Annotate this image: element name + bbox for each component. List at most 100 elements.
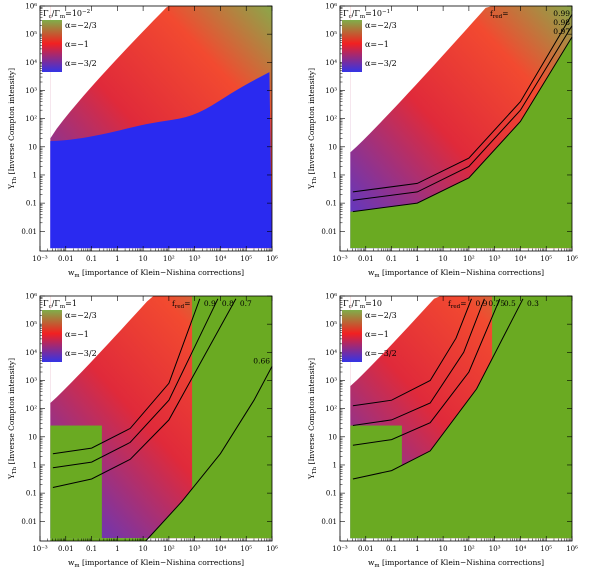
x-tick-label: 10 <box>439 545 448 553</box>
y-tick-label: 0.01 <box>21 518 37 526</box>
y-tick-label: 10 <box>28 143 37 151</box>
y-tick-label: 10² <box>25 405 37 413</box>
x-tick-label: 0.1 <box>386 545 397 553</box>
x-tick-label: 10⁴ <box>515 545 527 553</box>
x-tick-label: 10⁴ <box>515 255 527 263</box>
panel-top-right: 10⁻³ 0.01 0.1 1 10 10² 10³ 10⁴ 10⁵ 10⁶ 0.01 0.1 1 10 1… <box>307 3 578 280</box>
x-tick-label: 0.01 <box>358 255 374 263</box>
fred-contour-0.9 <box>52 298 201 455</box>
y-tick-label: 0.01 <box>321 228 337 236</box>
y-tick-label: 10⁵ <box>25 31 37 39</box>
y-tick-label: 10⁵ <box>325 31 337 39</box>
y-tick-label: 10³ <box>25 87 37 95</box>
y-tick-label: 10⁶ <box>325 293 337 301</box>
legend-colorbar <box>42 20 62 72</box>
y-tick-label: 0.1 <box>26 200 37 208</box>
legend-entry: α=−2/3 <box>365 311 397 320</box>
x-tick-label: 1 <box>415 255 419 263</box>
fred-value-0.8: 0.8 <box>222 299 234 308</box>
y-tick-label: 0.01 <box>21 228 37 236</box>
y-tick-label: 0.01 <box>321 518 337 526</box>
heatmap-empty-region <box>50 296 272 404</box>
panel-title: Γc/Γm=10−1 <box>343 9 390 20</box>
y-tick-label: 10⁴ <box>325 59 337 67</box>
x-axis-label: wm [importance of Klein−Nishina correcti… <box>68 268 244 279</box>
y-tick-label: 10⁶ <box>25 3 37 11</box>
y-axis-label: YTh [Inverse Compton intensity] <box>7 68 18 190</box>
y-tick-label: 1 <box>333 171 337 179</box>
legend-entry: α=−3/2 <box>365 349 397 358</box>
y-tick-label: 0.1 <box>326 490 337 498</box>
x-tick-label: 1 <box>115 255 119 263</box>
heatmap-empty-region <box>350 6 572 153</box>
x-tick-label: 10 <box>439 255 448 263</box>
fred-label: fred= <box>490 9 508 20</box>
fred-contour-0.5 <box>352 298 501 446</box>
fred-value-0.97: 0.97 <box>553 27 570 36</box>
x-axis-label: wm [importance of Klein−Nishina correcti… <box>368 268 544 279</box>
x-tick-label: 10⁵ <box>540 545 552 553</box>
y-tick-label: 10⁵ <box>25 321 37 329</box>
x-tick-label: 0.01 <box>58 255 74 263</box>
x-tick-label: 0.1 <box>86 255 97 263</box>
fred-contour-0.75 <box>352 298 485 426</box>
panel-title: Γc/Γm=1 <box>43 299 77 310</box>
x-tick-label: 10³ <box>189 545 201 553</box>
y-tick-label: 10² <box>325 405 337 413</box>
legend-entry: α=−2/3 <box>65 311 97 320</box>
y-tick-label: 10 <box>28 433 37 441</box>
y-tick-label: 10² <box>25 115 37 123</box>
y-tick-label: 0.1 <box>26 490 37 498</box>
panel-title: Γc/Γm=10 <box>343 299 382 310</box>
fred-value-0.66: 0.66 <box>253 356 270 365</box>
x-tick-label: 10 <box>139 255 148 263</box>
x-tick-label: 0.01 <box>58 545 74 553</box>
x-tick-label: 10³ <box>489 255 501 263</box>
fred-value-0.75: 0.75 <box>488 299 505 308</box>
fred-label: fred= <box>448 299 466 310</box>
x-tick-label: 10² <box>163 545 175 553</box>
fred-contour-0.8 <box>52 298 219 469</box>
x-tick-label: 10⁶ <box>266 255 278 263</box>
y-tick-label: 1 <box>333 461 337 469</box>
heatmap-green-region <box>350 6 572 249</box>
plot-frame <box>339 295 573 542</box>
x-tick-label: 10⁻³ <box>332 255 348 263</box>
legend-entry: α=−3/2 <box>65 349 97 358</box>
y-tick-label: 10⁴ <box>325 349 337 357</box>
fred-value-0.5: 0.5 <box>504 299 516 308</box>
x-tick-label: 10⁶ <box>566 255 578 263</box>
x-tick-label: 10⁻³ <box>32 545 48 553</box>
panel-bottom-left: 10⁻³ 0.01 0.1 1 10 10² 10³ 10⁴ 10⁵ 10⁶ 0.01 0.1 1 10 1… <box>7 293 278 570</box>
fred-contour-0.66 <box>145 366 273 542</box>
y-tick-label: 10⁴ <box>25 349 37 357</box>
x-tick-label: 10⁴ <box>215 545 227 553</box>
heatmap-green-block <box>492 296 572 539</box>
heatmap-green-block <box>350 425 402 539</box>
panel-bottom-right: 10⁻³ 0.01 0.1 1 10 10² 10³ 10⁴ 10⁵ 10⁶ 0.01 0.1 1 10 1… <box>307 293 578 570</box>
x-tick-label: 10⁵ <box>240 255 252 263</box>
legend-entry: α=−3/2 <box>65 59 97 68</box>
x-tick-label: 10⁻³ <box>332 545 348 553</box>
fred-contour-0.97 <box>352 36 573 213</box>
x-tick-label: 10² <box>463 255 475 263</box>
fred-contour-0.98 <box>352 25 573 201</box>
y-tick-label: 10⁶ <box>25 293 37 301</box>
y-tick-label: 10³ <box>325 377 337 385</box>
panel-title: Γc/Γm=10−2 <box>43 9 90 20</box>
y-tick-label: 10³ <box>25 377 37 385</box>
fred-contour-0.3 <box>352 298 524 480</box>
x-tick-label: 1 <box>415 545 419 553</box>
x-tick-label: 1 <box>115 545 119 553</box>
legend-entry: α=−1 <box>365 330 389 339</box>
plot-frame <box>339 5 573 252</box>
heatmap-blue-region <box>50 72 272 249</box>
panel-top-left: 10⁻³ 0.01 0.1 1 10 10² 10³ 10⁴ 10⁵ 10⁶ 0.01 0.1 1 10 1… <box>7 3 278 280</box>
y-tick-label: 10⁴ <box>25 59 37 67</box>
x-tick-label: 10⁴ <box>215 255 227 263</box>
x-tick-label: 0.01 <box>358 545 374 553</box>
fred-value-0.9: 0.9 <box>204 299 216 308</box>
heatmap-empty-region <box>350 296 572 387</box>
y-tick-label: 10⁵ <box>325 321 337 329</box>
